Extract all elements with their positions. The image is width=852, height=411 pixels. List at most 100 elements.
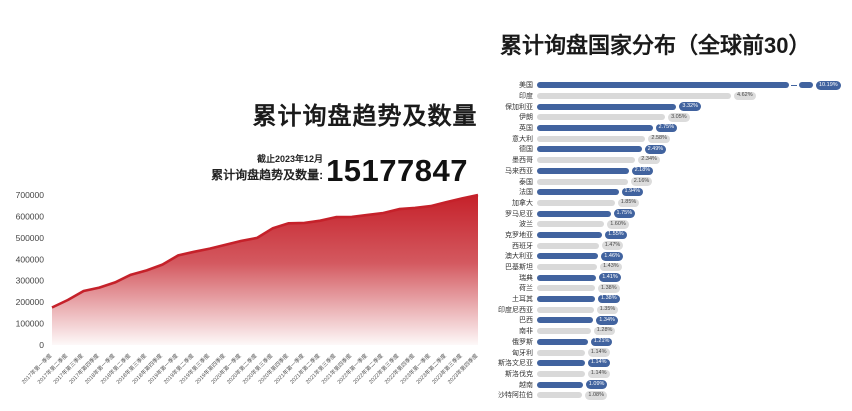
- trend-area-fill[interactable]: [52, 195, 478, 345]
- country-row: 法国 1.94%: [495, 187, 852, 198]
- axis-break-icon: [789, 82, 799, 88]
- country-row: 美国 10.19%: [495, 80, 852, 91]
- country-bar[interactable]: [537, 189, 619, 196]
- country-label: 英国: [519, 125, 533, 133]
- country-value-badge: 2.16%: [630, 177, 653, 186]
- country-bar[interactable]: [537, 242, 599, 249]
- country-label: 沙特阿拉伯: [498, 392, 533, 400]
- country-bar[interactable]: [537, 167, 629, 174]
- country-row: 沙特阿拉伯 1.08%: [495, 390, 852, 401]
- country-row: 克罗地亚 1.55%: [495, 230, 852, 241]
- country-label: 斯洛伐克: [505, 370, 533, 378]
- country-row: 墨西哥 2.34%: [495, 155, 852, 166]
- country-bar[interactable]: [537, 114, 666, 121]
- country-bar[interactable]: [537, 328, 591, 335]
- y-tick-label: 200000: [16, 297, 45, 307]
- y-tick-label: 400000: [16, 254, 45, 264]
- country-bar[interactable]: [537, 103, 677, 110]
- country-value-badge: 1.85%: [617, 198, 640, 208]
- country-bar[interactable]: [537, 125, 653, 132]
- country-bar[interactable]: [537, 306, 594, 313]
- country-label: 斯洛文尼亚: [498, 360, 533, 368]
- country-label: 墨西哥: [512, 157, 533, 165]
- country-row: 印度尼西亚 1.35%: [495, 304, 852, 315]
- country-row: 伊朗 3.05%: [495, 112, 852, 123]
- country-bar[interactable]: [537, 221, 605, 228]
- country-label: 澳大利亚: [505, 253, 533, 261]
- country-row: 波兰 1.60%: [495, 219, 852, 230]
- country-bar[interactable]: [537, 338, 588, 345]
- country-label: 匈牙利: [512, 349, 533, 357]
- country-bar[interactable]: [537, 392, 583, 399]
- country-row: 斯洛伐克 1.14%: [495, 369, 852, 380]
- country-row: 俄罗斯 1.21%: [495, 337, 852, 348]
- country-chart-title: 累计询盘国家分布（全球前30）: [500, 33, 811, 58]
- country-value-badge: 2.34%: [638, 155, 660, 165]
- country-label: 巴基斯坦: [505, 264, 533, 272]
- country-bar[interactable]: [537, 360, 585, 367]
- trend-total-block: 截止2023年12月 累计询盘趋势及数量: 15177847: [211, 152, 468, 188]
- country-bar[interactable]: [537, 317, 594, 324]
- country-bar-break-segment[interactable]: [799, 82, 813, 89]
- country-bar[interactable]: [537, 285, 595, 292]
- country-bar[interactable]: [537, 82, 789, 89]
- country-label: 马来西亚: [505, 167, 533, 175]
- trend-chart-title: 累计询盘趋势及数量: [252, 103, 478, 130]
- total-count-value: 15177847: [326, 153, 468, 188]
- country-row: 意大利 2.58%: [495, 133, 852, 144]
- country-row: 泰国 2.16%: [495, 176, 852, 187]
- country-value-badge: 2.49%: [644, 145, 667, 154]
- country-bar[interactable]: [537, 199, 615, 206]
- country-value-badge: 1.47%: [601, 241, 624, 250]
- country-row: 越南 1.09%: [495, 379, 852, 390]
- country-row: 保加利亚 3.32%: [495, 101, 852, 112]
- country-value-badge: 1.21%: [590, 337, 613, 347]
- country-value-badge: 1.94%: [621, 187, 644, 197]
- country-value-badge: 1.34%: [596, 316, 618, 325]
- country-label: 荷兰: [519, 285, 533, 293]
- y-tick-label: 0: [39, 340, 44, 350]
- country-label: 印度: [519, 93, 533, 101]
- country-bar[interactable]: [537, 178, 628, 185]
- country-bar[interactable]: [537, 210, 611, 217]
- country-row: 加拿大 1.85%: [495, 198, 852, 209]
- country-label: 保加利亚: [505, 103, 533, 111]
- country-bar[interactable]: [537, 381, 583, 388]
- y-tick-label: 500000: [16, 233, 45, 243]
- country-bar[interactable]: [537, 349, 585, 356]
- country-bar[interactable]: [537, 93, 731, 100]
- country-bar[interactable]: [537, 231, 603, 238]
- country-bar[interactable]: [537, 253, 599, 260]
- country-value-badge: 1.46%: [601, 252, 623, 261]
- country-row: 德国 2.49%: [495, 144, 852, 155]
- country-label: 俄罗斯: [512, 338, 533, 346]
- country-label: 巴西: [519, 317, 533, 325]
- country-value-badge: 1.35%: [596, 305, 619, 315]
- country-bar[interactable]: [537, 135, 646, 142]
- trend-line[interactable]: [51, 193, 479, 309]
- country-row: 英国 2.75%: [495, 123, 852, 134]
- country-bar[interactable]: [537, 370, 585, 377]
- total-count-label: 累计询盘趋势及数量:: [211, 168, 324, 182]
- country-label: 克罗地亚: [505, 231, 533, 239]
- country-value-badge: 1.55%: [605, 230, 627, 240]
- country-bar[interactable]: [537, 146, 642, 153]
- country-row: 罗马尼亚 1.75%: [495, 208, 852, 219]
- country-bar[interactable]: [537, 157, 636, 164]
- country-value-badge: 1.60%: [607, 220, 629, 229]
- country-row: 澳大利亚 1.46%: [495, 251, 852, 262]
- country-value-badge: 2.18%: [631, 166, 654, 176]
- country-row: 巴基斯坦 1.43%: [495, 262, 852, 273]
- country-value-badge: 4.62%: [734, 91, 756, 101]
- country-row: 土耳其 1.38%: [495, 294, 852, 305]
- country-value-badge: 1.75%: [613, 209, 636, 218]
- country-bar[interactable]: [537, 264, 598, 271]
- country-bar[interactable]: [537, 274, 597, 281]
- country-bar[interactable]: [537, 296, 595, 303]
- country-row: 瑞典 1.41%: [495, 272, 852, 283]
- country-value-badge: 3.05%: [668, 113, 690, 122]
- country-label: 伊朗: [519, 114, 533, 122]
- country-value-badge: 2.75%: [655, 123, 678, 133]
- y-tick-label: 300000: [16, 276, 45, 286]
- country-value-badge: 1.38%: [598, 294, 620, 304]
